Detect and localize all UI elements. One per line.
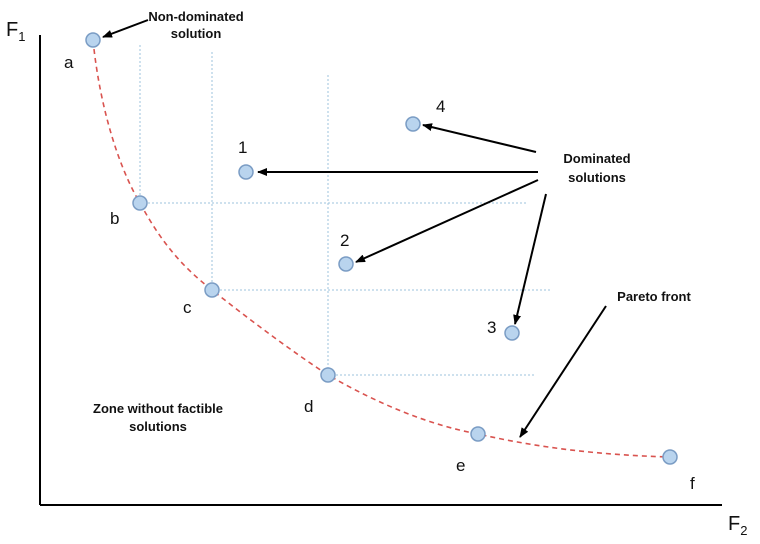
arrow-to-2: [355, 179, 539, 263]
point-4-marker: [405, 116, 421, 132]
point-c-marker: [204, 282, 220, 298]
point-e-marker: [470, 426, 486, 442]
point-c-label: c: [183, 298, 192, 317]
dominated-label: Dominated: [563, 151, 630, 166]
markers: [85, 32, 678, 465]
point-b-label: b: [110, 209, 119, 228]
zone-label: Zone without factible: [93, 401, 223, 416]
guide-lines: [139, 45, 550, 376]
point-2-label: 2: [340, 231, 349, 250]
arrow-pareto: [519, 305, 607, 438]
arrow-nondominated: [102, 19, 149, 38]
arrows: [102, 19, 607, 438]
point-f-label: f: [690, 474, 695, 493]
point-3-marker: [504, 325, 520, 341]
arrow-to-4: [422, 123, 537, 153]
nondominated-label: Non-dominated: [148, 9, 243, 24]
point-1-label: 1: [238, 138, 247, 157]
point-d-label: d: [304, 397, 313, 416]
point-e-label: e: [456, 456, 465, 475]
zone-label-2: solutions: [129, 419, 187, 434]
arrow-to-3: [513, 193, 547, 325]
point-a-label: a: [64, 53, 74, 72]
point-d-marker: [320, 367, 336, 383]
pareto-front-curve: [92, 39, 671, 458]
dominated-label-2: solutions: [568, 170, 626, 185]
y-axis-label: F1: [6, 19, 25, 44]
pareto-front-label: Pareto front: [617, 289, 691, 304]
point-a-marker: [85, 32, 101, 48]
point-2-marker: [338, 256, 354, 272]
point-3-label: 3: [487, 318, 496, 337]
point-4-label: 4: [436, 97, 445, 116]
x-axis-label: F2: [728, 513, 747, 538]
nondominated-label-2: solution: [171, 26, 222, 41]
point-1-marker: [238, 164, 254, 180]
point-f-marker: [662, 449, 678, 465]
point-b-marker: [132, 195, 148, 211]
